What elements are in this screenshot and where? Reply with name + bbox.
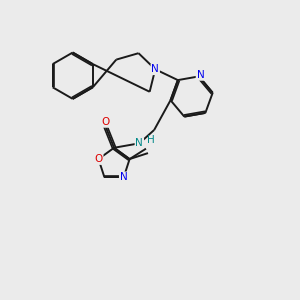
Text: N: N	[152, 64, 159, 74]
Text: N: N	[196, 70, 204, 80]
Text: N: N	[136, 138, 143, 148]
Text: H: H	[147, 135, 154, 145]
Text: N: N	[120, 172, 128, 182]
Text: O: O	[101, 117, 109, 127]
Text: O: O	[94, 154, 103, 164]
